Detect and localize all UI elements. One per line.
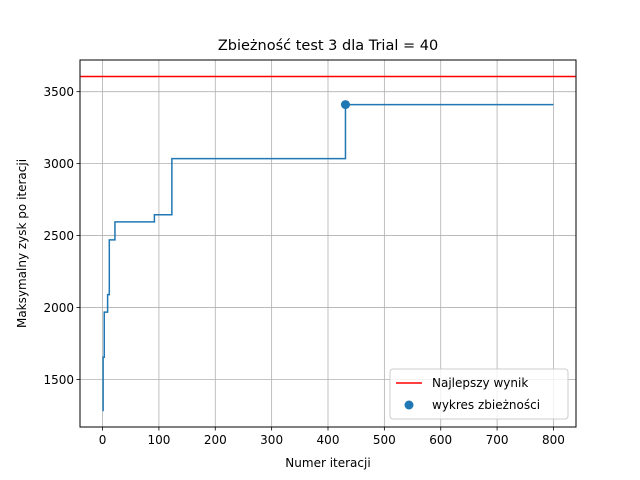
- legend-swatch-point: [404, 400, 414, 410]
- convergence-point: [340, 100, 350, 110]
- x-tick-label: 0: [99, 433, 107, 447]
- series-layer: [80, 75, 576, 412]
- chart-title: Zbieżność test 3 dla Trial = 40: [218, 38, 438, 54]
- y-tick-label: 1500: [43, 373, 74, 387]
- x-axis-title: Numer iteracji: [285, 456, 370, 470]
- y-tick-label: 2000: [43, 301, 74, 315]
- x-tick-label: 100: [147, 433, 170, 447]
- legend: Najlepszy wynik wykres zbieżności: [389, 368, 569, 420]
- legend-label-point: wykres zbieżności: [432, 398, 540, 412]
- legend-label-best: Najlepszy wynik: [432, 376, 528, 390]
- x-tick-label: 600: [429, 433, 452, 447]
- legend-box: [389, 368, 569, 420]
- y-axis-title: Maksymalny zysk po iteracji: [15, 159, 29, 328]
- x-tick-label: 800: [542, 433, 565, 447]
- x-tick-label: 700: [486, 433, 509, 447]
- y-tick-label: 3500: [43, 85, 74, 99]
- x-tick-label: 500: [373, 433, 396, 447]
- x-tick-label: 200: [204, 433, 227, 447]
- convergence-series-line: [102, 103, 554, 412]
- axis-ticks: 0 100 200 300 400 500 600 700 800 1500 2000 2500 300…: [43, 85, 564, 447]
- y-tick-label: 2500: [43, 229, 74, 243]
- x-tick-label: 300: [260, 433, 283, 447]
- x-tick-label: 400: [317, 433, 340, 447]
- y-tick-label: 3000: [43, 157, 74, 171]
